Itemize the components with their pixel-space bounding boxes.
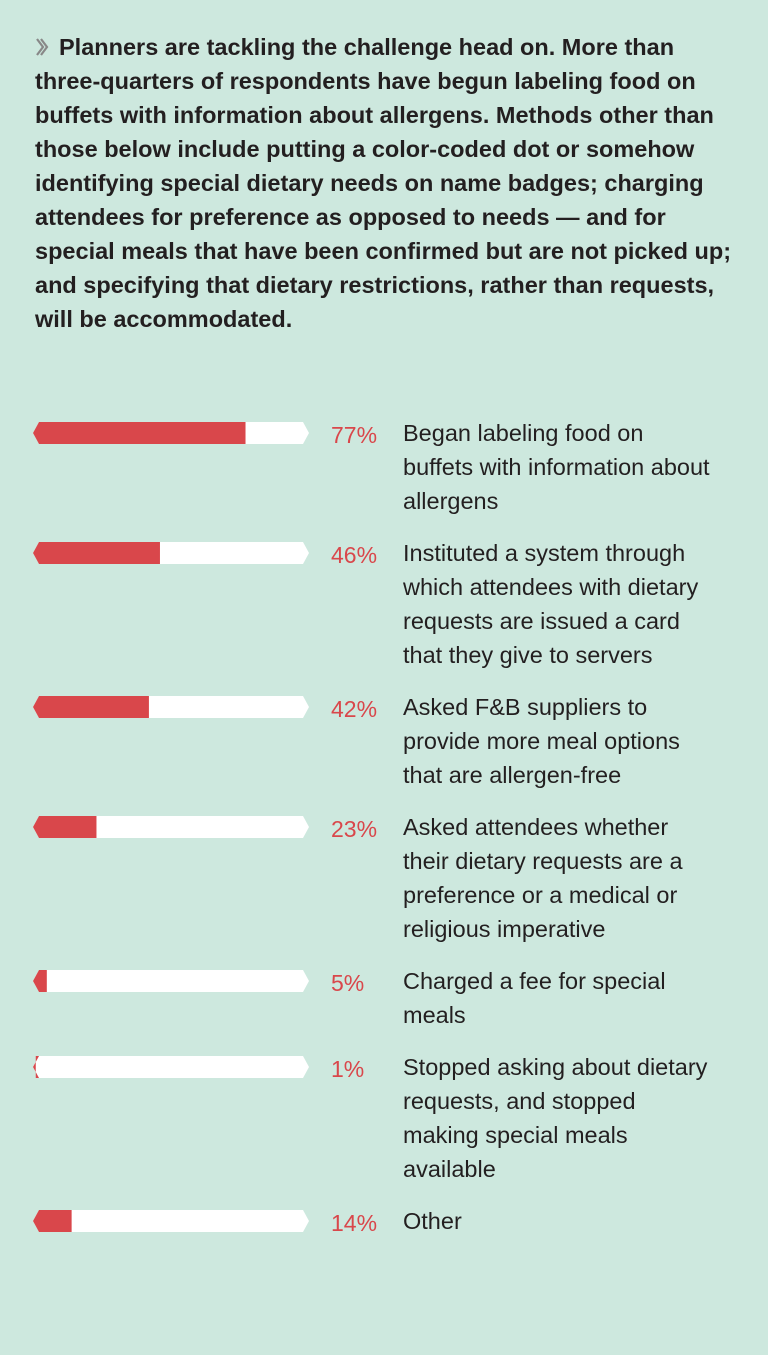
- bar-row: 1% Stopped asking about dietary requests,…: [33, 1054, 753, 1186]
- bar-row: 23% Asked attendees whether their dietary…: [33, 814, 753, 946]
- bar: [33, 1210, 72, 1232]
- bar: [33, 970, 47, 992]
- bar-track-svg: [33, 1210, 309, 1232]
- bar-track-svg: [33, 1056, 309, 1078]
- bar: [33, 542, 160, 564]
- bar-track: [33, 1210, 309, 1232]
- bar-track: [33, 1056, 309, 1078]
- category-label: Asked F&B suppliers to provide more meal…: [403, 694, 680, 788]
- value-label: 46%: [331, 542, 378, 568]
- bar-track: [33, 816, 309, 838]
- bar-row: 77% Began labeling food on buffets with i…: [33, 420, 753, 518]
- bar: [33, 1056, 39, 1078]
- value-label: 23%: [331, 816, 378, 842]
- category-label: Began labeling food on buffets with info…: [403, 420, 710, 514]
- category-label: Stopped asking about dietary requests, a…: [403, 1054, 708, 1182]
- bar-list: 77% Began labeling food on buffets with i…: [33, 420, 753, 1260]
- bar-track-svg: [33, 696, 309, 718]
- bar-track-svg: [33, 422, 309, 444]
- chart-title: Planners are tackling the challenge head…: [35, 34, 732, 332]
- bar-track-svg: [33, 816, 309, 838]
- bar-track-svg: [33, 970, 309, 992]
- bar-row: 14% Other: [33, 1208, 753, 1238]
- bar-row: 5% Charged a fee for special meals: [33, 968, 753, 1032]
- value-label: 42%: [331, 696, 378, 722]
- category-label: Asked attendees whether their dietary re…: [403, 814, 683, 942]
- bar-track-svg: [33, 542, 309, 564]
- bar-track: [33, 970, 309, 992]
- bar-row: 46% Instituted a system through which att…: [33, 540, 753, 672]
- value-label: 77%: [331, 422, 378, 448]
- category-label: Charged a fee for special meals: [403, 968, 666, 1028]
- value-label: 1%: [331, 1056, 365, 1082]
- bar: [33, 422, 246, 444]
- chevron-icon: [36, 38, 49, 56]
- bar: [33, 816, 97, 838]
- value-label: 14%: [331, 1210, 378, 1236]
- bar-row: 42% Asked F&B suppliers to provide more m…: [33, 694, 753, 792]
- category-label: Other: [403, 1208, 462, 1234]
- intro: Planners are tackling the challenge head…: [35, 30, 735, 336]
- value-label: 5%: [331, 970, 365, 996]
- category-label: Instituted a system through which attend…: [403, 540, 699, 668]
- bar: [33, 696, 149, 718]
